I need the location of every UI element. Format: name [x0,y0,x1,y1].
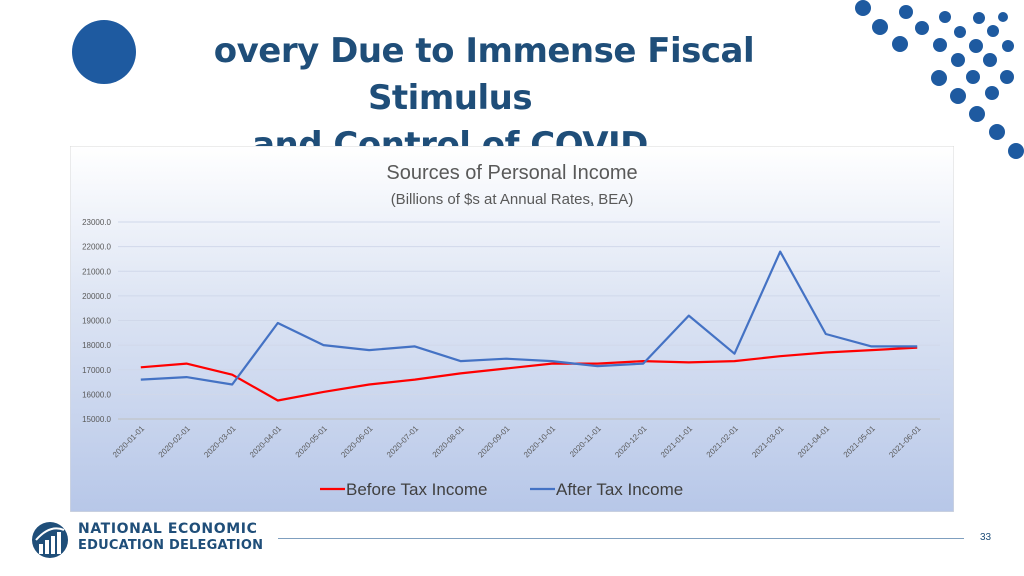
after-tax-income-line [140,250,918,386]
y-tick-label: 22000.0 [82,243,111,252]
legend-label: Before Tax Income [346,480,487,499]
y-tick-label: 19000.0 [82,317,111,326]
title-line1-rest: overy Due to Immense Fiscal Stimulus [213,31,755,118]
title-accent-circle [72,20,136,84]
income-line-chart: Sources of Personal Income (Billions of … [70,146,954,512]
footer-rule [278,538,964,539]
logo-text-line1: NATIONAL ECONOMIC [78,521,258,537]
decorative-dot-pattern [855,0,1024,159]
title-highlight: Rec [145,31,214,71]
ned-logo-icon [32,522,68,558]
y-tick-label: 15000.0 [82,415,111,424]
before-tax-income-line [140,346,918,402]
chart-subtitle: (Billions of $s at Annual Rates, BEA) [391,191,634,208]
logo-text-line2: EDUCATION DELEGATION [78,538,264,553]
y-tick-label: 18000.0 [82,341,111,350]
y-tick-label: 20000.0 [82,292,111,301]
y-tick-label: 23000.0 [82,218,111,227]
chart-background [70,146,954,512]
y-tick-label: 16000.0 [82,390,111,399]
y-tick-label: 17000.0 [82,366,111,375]
chart-title: Sources of Personal Income [386,162,637,184]
page-number: 33 [980,532,992,543]
y-tick-label: 21000.0 [82,267,111,276]
legend-label: After Tax Income [556,480,683,499]
